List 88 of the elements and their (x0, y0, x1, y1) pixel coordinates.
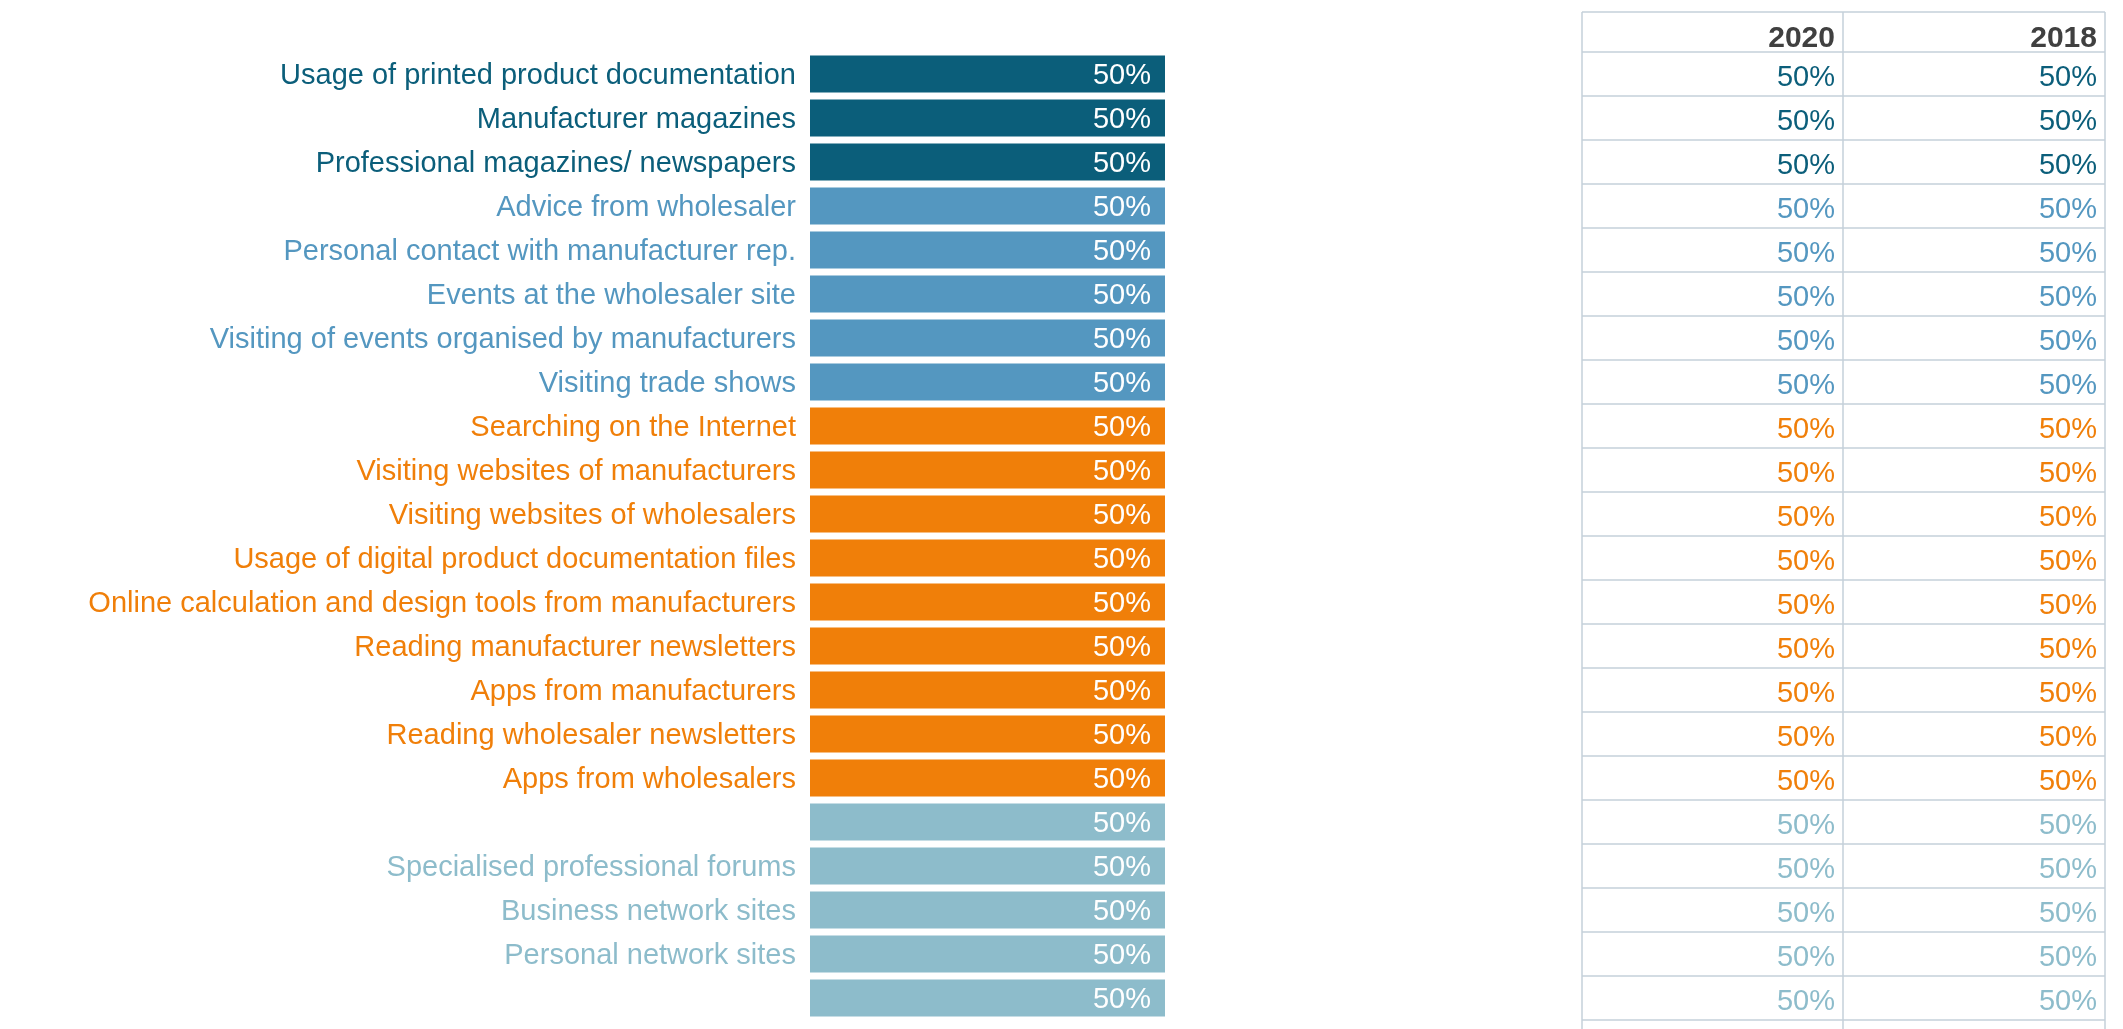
text: 50% (1776, 720, 1835, 753)
data-label: 50% (1092, 146, 1151, 179)
text: 50% (2038, 500, 2097, 533)
y-tick-label: Manufacturer magazines (476, 102, 796, 135)
data-label: 50% (1092, 674, 1151, 707)
y-tick-label: Specialised professional forums (386, 850, 796, 883)
text: 50% (1776, 500, 1835, 533)
y-tick-label: Business network sites (501, 894, 796, 927)
y-tick-label: Visiting trade shows (538, 366, 796, 399)
text: 50% (1776, 940, 1835, 973)
text: 50% (2038, 940, 2097, 973)
data-label: 50% (1092, 586, 1151, 619)
data-label: 50% (1092, 894, 1151, 927)
y-tick-label: Online calculation and design tools from manufacturers (88, 586, 796, 619)
data-label: 50% (1092, 542, 1151, 575)
text: 50% (1776, 896, 1835, 929)
y-tick-label: Professional magazines/ newspapers (315, 146, 796, 179)
data-label: 50% (1092, 982, 1151, 1015)
data-label: 50% (1092, 762, 1151, 795)
y-tick-label: Reading wholesaler newsletters (386, 718, 796, 751)
text: 50% (1776, 544, 1835, 577)
text: 50% (2038, 632, 2097, 665)
text: 50% (1776, 456, 1835, 489)
data-label: 50% (1092, 938, 1151, 971)
y-tick-label: Visiting websites of wholesalers (388, 498, 796, 531)
y-tick-label: Apps from wholesalers (502, 762, 796, 795)
text: 50% (2038, 676, 2097, 709)
y-tick-label: Apps from manufacturers (470, 674, 796, 707)
text: 50% (2038, 60, 2097, 93)
text: 50% (1776, 148, 1835, 181)
text: 50% (2038, 588, 2097, 621)
text: 50% (2038, 896, 2097, 929)
y-tick-label: Reading manufacturer newsletters (354, 630, 796, 663)
data-label: 50% (1092, 454, 1151, 487)
data-label: 50% (1092, 498, 1151, 531)
text: 50% (2038, 368, 2097, 401)
text: 50% (2038, 984, 2097, 1017)
data-label: 50% (1092, 410, 1151, 443)
text: 50% (2038, 192, 2097, 225)
text: 50% (1776, 588, 1835, 621)
data-label: 50% (1092, 718, 1151, 751)
text: 50% (2038, 720, 2097, 753)
text: 50% (1776, 236, 1835, 269)
text: 50% (1776, 324, 1835, 357)
y-tick-label: Personal network sites (504, 938, 796, 971)
text: 50% (2038, 236, 2097, 269)
text: 50% (1776, 632, 1835, 665)
text: 50% (1776, 280, 1835, 313)
text: 50% (2038, 808, 2097, 841)
y-tick-label: Usage of printed product documentation (280, 58, 796, 91)
y-tick-label: Personal contact with manufacturer rep. (283, 234, 796, 267)
text: 50% (1776, 60, 1835, 93)
y-tick-label: Usage of digital product documentation files (233, 542, 796, 575)
text: 50% (1776, 368, 1835, 401)
text: 50% (2038, 104, 2097, 137)
text: 50% (2038, 280, 2097, 313)
data-label: 50% (1092, 366, 1151, 399)
data-label: 50% (1092, 630, 1151, 663)
text: 50% (1776, 192, 1835, 225)
y-tick-label: Visiting of events organised by manufacturers (209, 322, 796, 355)
text: 50% (2038, 852, 2097, 885)
text: 50% (2038, 764, 2097, 797)
text: 50% (1776, 852, 1835, 885)
data-label: 50% (1092, 190, 1151, 223)
text: 50% (2038, 456, 2097, 489)
text: 50% (2038, 412, 2097, 445)
data-label: 50% (1092, 102, 1151, 135)
text: 50% (1776, 104, 1835, 137)
data-label: 50% (1092, 234, 1151, 267)
category-label: 2020 (1768, 19, 1835, 53)
category-label: 2018 (2030, 19, 2097, 53)
text: 50% (1776, 676, 1835, 709)
text: 50% (1776, 808, 1835, 841)
y-tick-label: Advice from wholesaler (496, 190, 797, 223)
text: 50% (2038, 324, 2097, 357)
y-tick-label: Events at the wholesaler site (426, 278, 796, 311)
data-label: 50% (1092, 278, 1151, 311)
y-tick-label: Visiting websites of manufacturers (356, 454, 796, 487)
y-tick-label: Searching on the Internet (470, 410, 796, 443)
data-label: 50% (1092, 322, 1151, 355)
text: 50% (2038, 544, 2097, 577)
text: 50% (1776, 984, 1835, 1017)
data-label: 50% (1092, 850, 1151, 883)
data-label: 50% (1092, 58, 1151, 91)
text: 50% (1776, 764, 1835, 797)
text: 50% (2038, 148, 2097, 181)
text: 50% (1776, 412, 1835, 445)
data-label: 50% (1092, 806, 1151, 839)
